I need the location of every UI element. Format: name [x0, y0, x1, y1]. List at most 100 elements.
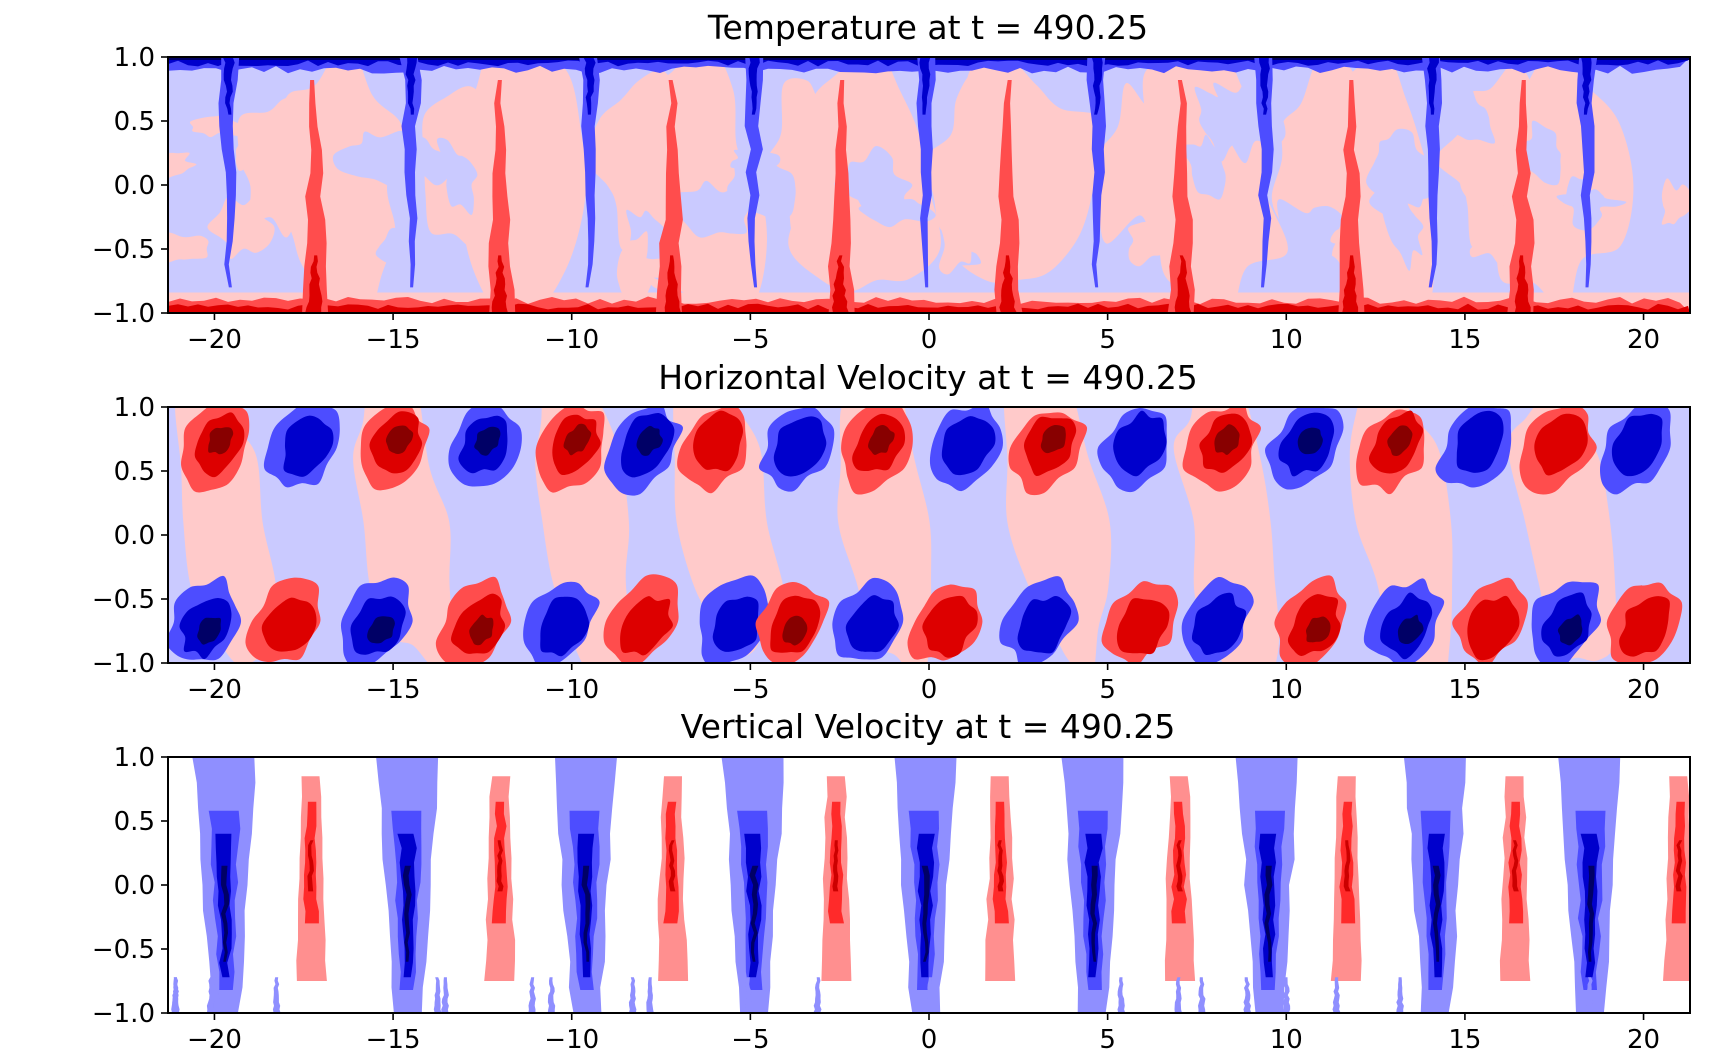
- warm-swirl: [616, 231, 654, 309]
- bottom-fringe: [213, 977, 221, 1013]
- x-tick-label: −10: [544, 675, 599, 705]
- cold-plume-core: [583, 57, 596, 115]
- y-tick-label: −1.0: [92, 299, 155, 329]
- bottom-fringe: [547, 977, 556, 1013]
- hot-plume: [994, 80, 1023, 313]
- downdraft: [749, 865, 759, 962]
- downdraft: [1587, 865, 1595, 962]
- vertical-velocity-field: [168, 757, 1690, 1013]
- upper-roll-cell: [1534, 413, 1588, 476]
- x-tick-label: 15: [1448, 1025, 1481, 1055]
- bottom-fringe: [1281, 977, 1291, 1013]
- updraft: [307, 840, 314, 892]
- bottom-fringe: [646, 977, 654, 1013]
- lower-roll-cell: [1397, 614, 1424, 645]
- x-tick-label: 0: [921, 675, 938, 705]
- updraft: [668, 840, 676, 892]
- hot-plume-core: [999, 255, 1017, 313]
- bottom-fringe: [528, 977, 536, 1013]
- warm-region: [1271, 57, 1364, 248]
- hot-plume: [655, 80, 683, 313]
- hot-plume: [1167, 80, 1195, 313]
- cold-swirl: [378, 135, 464, 186]
- cold-plume: [218, 57, 240, 288]
- x-tick-label: 20: [1627, 1025, 1660, 1055]
- cold-plume-core: [405, 57, 418, 115]
- warm-swirl: [938, 205, 990, 275]
- x-tick-label: 10: [1270, 325, 1303, 355]
- cold-plume-core: [748, 57, 760, 115]
- horizontal-velocity-panel: Horizontal Velocity at t = 490.25 −20 −15…: [92, 358, 1691, 705]
- hot-plume-core: [832, 255, 849, 313]
- x-tick-label: 15: [1448, 675, 1481, 705]
- vertical-velocity-title: Vertical Velocity at t = 490.25: [681, 707, 1176, 746]
- lower-roll-cell: [197, 617, 221, 645]
- lower-roll-cell: [540, 596, 590, 657]
- x-tick-label: −20: [187, 325, 242, 355]
- downdraft: [581, 865, 591, 962]
- bottom-fringe: [171, 977, 180, 1013]
- upper-roll-cell: [1297, 427, 1323, 455]
- warm-swirl: [168, 232, 209, 263]
- temperature-title: Temperature at t = 490.25: [707, 8, 1148, 47]
- warm-swirl: [499, 100, 533, 129]
- y-tick-label: −1.0: [92, 999, 155, 1029]
- upper-roll-cell: [283, 415, 334, 477]
- lower-roll-cell: [1467, 595, 1520, 661]
- temperature-field: [168, 57, 1690, 313]
- hot-plume-core: [1174, 255, 1192, 313]
- hot-plume-core: [664, 255, 681, 313]
- x-tick-label: 5: [1099, 675, 1116, 705]
- cold-plume-core: [1427, 57, 1439, 115]
- downdraft: [921, 865, 930, 962]
- bottom-boundary-layer: [168, 303, 1690, 313]
- lower-roll-cell: [1116, 598, 1170, 655]
- cold-swirl: [375, 227, 442, 276]
- y-tick-label: 0.5: [114, 107, 155, 137]
- y-tick-label: 0.0: [114, 521, 155, 551]
- x-tick-label: 5: [1099, 1025, 1116, 1055]
- horizontal-velocity-field: [168, 407, 1690, 663]
- lower-roll-cell: [469, 614, 494, 646]
- cold-swirl: [332, 130, 425, 188]
- upper-roll-cell: [385, 425, 414, 455]
- bottom-fringe: [628, 977, 637, 1013]
- hot-plume: [302, 80, 329, 313]
- cold-swirl: [1665, 88, 1690, 150]
- cold-plume: [1086, 57, 1106, 288]
- cold-plume-core: [1258, 57, 1270, 115]
- cold-plume: [1576, 57, 1598, 288]
- lower-roll-cell: [1017, 595, 1072, 654]
- cold-swirl: [1180, 134, 1226, 200]
- cold-plume-core: [222, 57, 235, 115]
- downdraft: [1264, 865, 1273, 962]
- downdraft: [1432, 865, 1441, 962]
- lower-roll-cell: [782, 615, 808, 646]
- cold-plume: [399, 57, 422, 288]
- hot-plume-core: [1514, 255, 1531, 313]
- y-tick-label: 1.0: [114, 393, 155, 423]
- x-tick-label: −10: [544, 325, 599, 355]
- vertical-velocity-panel: Vertical Velocity at t = 490.25 −20 −15 −1…: [92, 707, 1691, 1055]
- cold-plume: [916, 57, 936, 288]
- upper-roll-cell: [868, 424, 895, 455]
- x-tick-label: −20: [187, 1025, 242, 1055]
- y-tick-label: −0.5: [92, 235, 155, 265]
- upper-roll-cell: [1456, 410, 1504, 473]
- warm-swirl: [1661, 178, 1690, 225]
- warm-swirl: [959, 111, 986, 148]
- upper-roll-cell: [773, 416, 827, 477]
- upper-roll-cell: [1040, 424, 1066, 454]
- bottom-fringe: [433, 977, 442, 1013]
- x-tick-label: 15: [1448, 325, 1481, 355]
- x-tick-label: −15: [366, 1025, 421, 1055]
- cold-plume-core: [1581, 57, 1592, 115]
- cold-swirl: [1437, 83, 1496, 144]
- downdraft: [1090, 865, 1098, 962]
- lower-roll-cell: [922, 595, 978, 658]
- bottom-fringe: [1174, 977, 1182, 1013]
- bottom-fringe: [272, 977, 281, 1013]
- upper-roll-cell: [1214, 424, 1240, 455]
- cold-plume: [1254, 57, 1274, 288]
